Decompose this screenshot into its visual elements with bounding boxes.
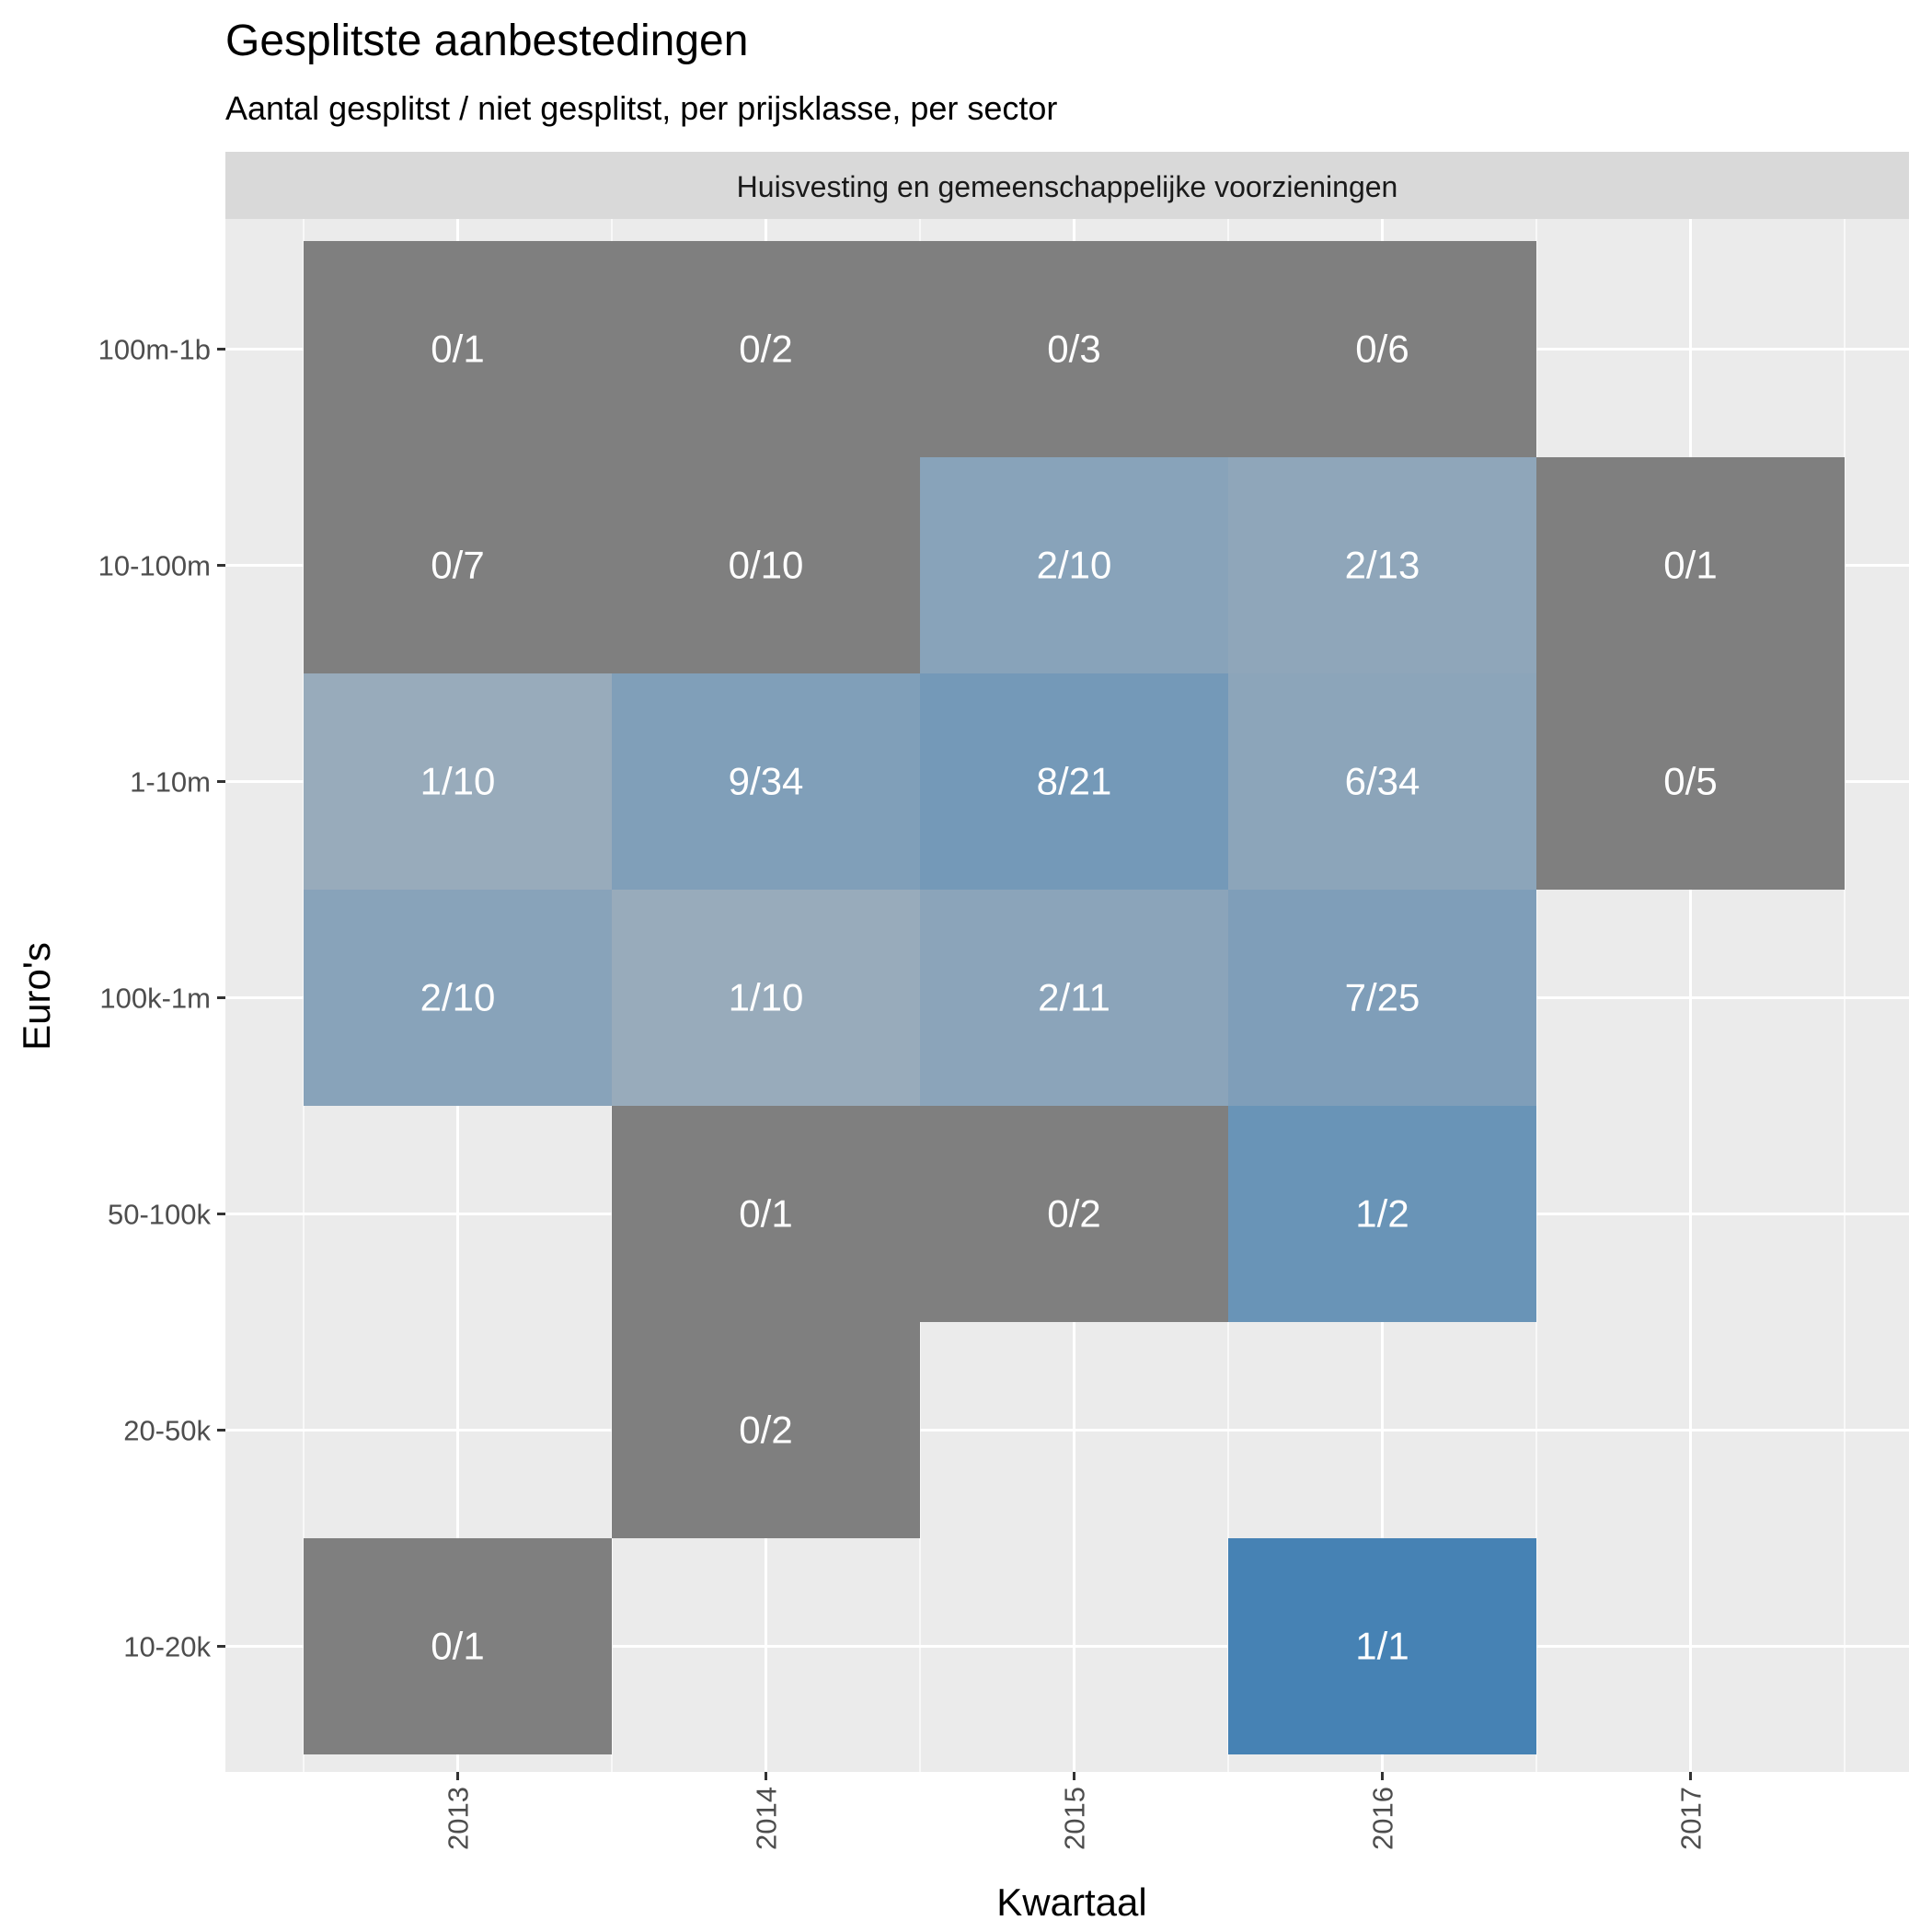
cell-label: 0/7 <box>431 544 484 587</box>
heatmap-cell <box>1228 890 1536 1106</box>
cell-label: 9/34 <box>729 760 804 803</box>
facet-strip <box>225 152 1909 219</box>
y-tick-label: 1-10m <box>130 766 211 799</box>
x-axis-title: Kwartaal <box>996 1880 1146 1924</box>
heatmap-cells <box>304 241 1845 1754</box>
heatmap-cell <box>1228 457 1536 673</box>
facet-strip-label: Huisvesting en gemeenschappelijke voorzi… <box>737 170 1398 203</box>
x-tick-label: 2016 <box>1367 1787 1399 1850</box>
cell-label: 1/1 <box>1355 1625 1409 1668</box>
heatmap-cell <box>1228 1538 1536 1754</box>
cell-label: 8/21 <box>1037 760 1112 803</box>
cell-label: 0/10 <box>729 544 804 587</box>
cell-label: 0/2 <box>739 328 792 371</box>
heatmap-cell <box>612 241 920 457</box>
cell-label: 1/10 <box>420 760 496 803</box>
y-tick-label: 100k-1m <box>99 983 211 1015</box>
cell-label: 2/11 <box>1038 976 1110 1019</box>
cell-label: 0/2 <box>1047 1192 1100 1236</box>
y-axis-title: Euro's <box>15 942 58 1051</box>
heatmap-cell <box>304 673 612 890</box>
heatmap-cell <box>612 1106 920 1322</box>
cell-label: 1/10 <box>729 976 804 1019</box>
cell-labels: 0/1 0/2 0/3 0/6 0/7 0/10 2/10 2/13 0/1 1/10 9/34 8/… <box>420 328 1718 1668</box>
y-tick-label: 10-20k <box>123 1631 211 1663</box>
heatmap-cell <box>1228 673 1536 890</box>
cell-label: 2/10 <box>1037 544 1112 587</box>
heatmap-cell <box>304 241 612 457</box>
x-tick-label: 2014 <box>751 1787 783 1850</box>
chart-title: Gesplitste aanbestedingen <box>225 17 748 65</box>
heatmap-cell <box>304 890 612 1106</box>
chart-subtitle: Aantal gesplitst / niet gesplitst, per p… <box>225 89 1057 127</box>
heatmap-cell <box>612 890 920 1106</box>
heatmap-cell <box>1228 241 1536 457</box>
cell-label: 0/6 <box>1355 328 1409 371</box>
cell-label: 0/5 <box>1663 760 1717 803</box>
y-tick-label: 10-100m <box>98 550 211 582</box>
cell-label: 0/2 <box>739 1409 792 1452</box>
y-tick-label: 100m-1b <box>98 334 211 366</box>
heatmap-cell <box>1536 457 1845 673</box>
axes: 100m-1b 10-100m 1-10m 100k-1m 50-100k 20-50k 1… <box>98 334 1708 1850</box>
cell-label: 0/3 <box>1047 328 1100 371</box>
heatmap-cell <box>920 241 1228 457</box>
cell-label: 6/34 <box>1345 760 1420 803</box>
heatmap-cell <box>612 673 920 890</box>
heatmap-cell <box>1228 1106 1536 1322</box>
heatmap-cell <box>920 673 1228 890</box>
heatmap-cell <box>612 1322 920 1538</box>
cell-label: 0/1 <box>431 328 484 371</box>
cell-label: 2/13 <box>1345 544 1420 587</box>
cell-label: 0/1 <box>1663 544 1717 587</box>
cell-label: 7/25 <box>1345 976 1420 1019</box>
cell-label: 1/2 <box>1355 1192 1409 1236</box>
y-tick-label: 50-100k <box>108 1199 212 1231</box>
heatmap-cell <box>920 890 1228 1106</box>
cell-label: 2/10 <box>420 976 496 1019</box>
x-tick-label: 2013 <box>443 1787 475 1850</box>
x-tick-label: 2017 <box>1675 1787 1708 1850</box>
heatmap-cell <box>920 457 1228 673</box>
heatmap-cell <box>304 1538 612 1754</box>
heatmap-cell <box>1536 673 1845 890</box>
heatmap-cell <box>920 1106 1228 1322</box>
cell-label: 0/1 <box>739 1192 792 1236</box>
heatmap-cell <box>304 457 612 673</box>
heatmap-cell <box>612 457 920 673</box>
y-tick-label: 20-50k <box>123 1415 211 1447</box>
x-tick-label: 2015 <box>1059 1787 1091 1850</box>
cell-label: 0/1 <box>431 1625 484 1668</box>
